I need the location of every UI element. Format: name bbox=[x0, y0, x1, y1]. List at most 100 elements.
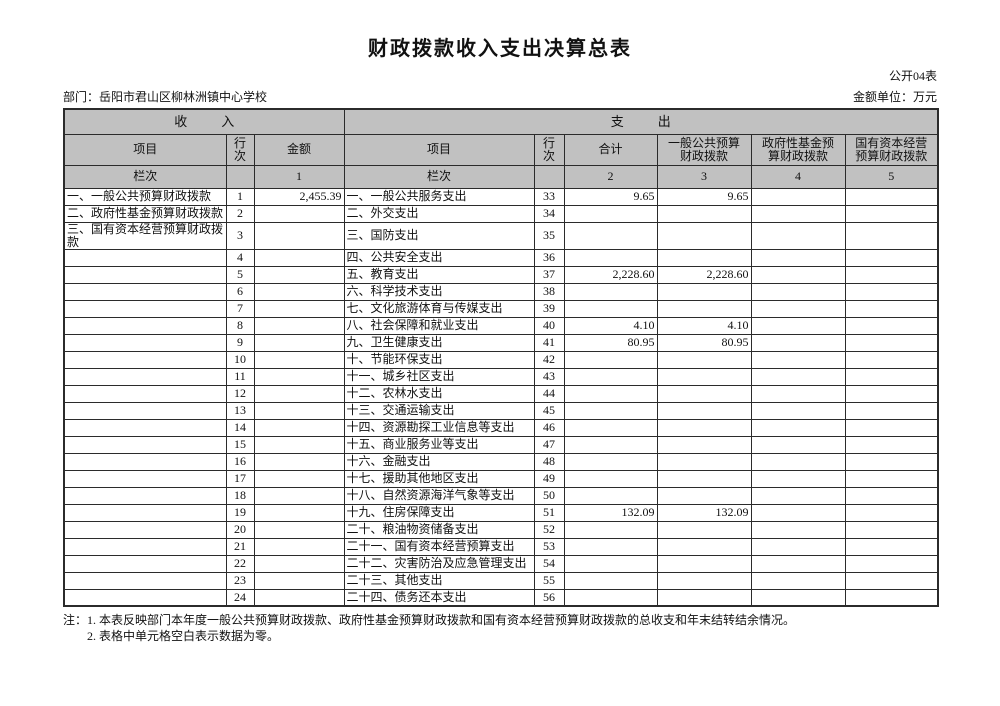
expense-gov-fund-cell bbox=[750, 282, 846, 301]
expense-general-budget-cell: 80.95 bbox=[656, 333, 752, 352]
expense-line-cell: 36 bbox=[533, 248, 565, 267]
income-item-cell bbox=[63, 299, 227, 318]
income-amount-cell bbox=[253, 221, 345, 250]
expense-gov-fund-cell bbox=[750, 299, 846, 318]
expense-state-capital-cell bbox=[844, 204, 939, 223]
expense-general-budget-cell bbox=[656, 537, 752, 556]
table-row: 9 九、卫生健康支出 41 80.95 80.95 bbox=[63, 333, 939, 352]
expense-total-cell bbox=[563, 537, 658, 556]
expense-state-capital-cell bbox=[844, 316, 939, 335]
table-row: 17 十七、援助其他地区支出 49 bbox=[63, 469, 939, 488]
income-item-cell bbox=[63, 469, 227, 488]
expense-general-budget-cell bbox=[656, 435, 752, 454]
expense-general-budget-cell bbox=[656, 248, 752, 267]
income-section-header: 收入 bbox=[63, 108, 345, 135]
income-line-cell: 7 bbox=[225, 299, 255, 318]
expense-gov-fund-cell bbox=[750, 384, 846, 403]
expense-state-capital-cell bbox=[844, 418, 939, 437]
expense-general-budget-cell: 2,228.60 bbox=[656, 265, 752, 284]
expense-item-cell: 七、文化旅游体育与传媒支出 bbox=[343, 299, 535, 318]
income-amount-cell bbox=[253, 299, 345, 318]
table-row: 4 四、公共安全支出 36 bbox=[63, 248, 939, 267]
expense-item-cell: 五、教育支出 bbox=[343, 265, 535, 284]
department-label: 部门：岳阳市君山区柳林洲镇中心学校 bbox=[63, 90, 268, 104]
expense-state-capital-cell bbox=[844, 554, 939, 573]
expense-general-budget-cell bbox=[656, 282, 752, 301]
expense-gov-fund-cell bbox=[750, 452, 846, 471]
income-item-cell bbox=[63, 418, 227, 437]
expense-item-cell: 十五、商业服务业等支出 bbox=[343, 435, 535, 454]
expense-general-budget-cell bbox=[656, 452, 752, 471]
expense-general-budget-cell bbox=[656, 520, 752, 539]
income-item-cell bbox=[63, 265, 227, 284]
expense-total-cell bbox=[563, 221, 658, 250]
income-amount-cell bbox=[253, 316, 345, 335]
expense-state-capital-cell bbox=[844, 367, 939, 386]
expense-total-cell bbox=[563, 248, 658, 267]
expense-general-budget-cell: 9.65 bbox=[656, 187, 752, 206]
income-line-cell: 8 bbox=[225, 316, 255, 335]
table-row: 13 十三、交通运输支出 45 bbox=[63, 401, 939, 420]
income-line-cell: 17 bbox=[225, 469, 255, 488]
column-index-2: 2 bbox=[563, 164, 658, 189]
expense-line-cell: 42 bbox=[533, 350, 565, 369]
expense-item-cell: 二十一、国有资本经营预算支出 bbox=[343, 537, 535, 556]
col-header-expense-item: 项目 bbox=[343, 133, 535, 166]
income-amount-cell bbox=[253, 248, 345, 267]
table-row: 11 十一、城乡社区支出 43 bbox=[63, 367, 939, 386]
expense-state-capital-cell bbox=[844, 435, 939, 454]
income-line-cell: 24 bbox=[225, 588, 255, 607]
income-line-cell: 5 bbox=[225, 265, 255, 284]
expense-general-budget-cell bbox=[656, 299, 752, 318]
expense-gov-fund-cell bbox=[750, 435, 846, 454]
expense-item-cell: 十六、金融支出 bbox=[343, 452, 535, 471]
expense-gov-fund-cell bbox=[750, 537, 846, 556]
table-row: 5 五、教育支出 37 2,228.60 2,228.60 bbox=[63, 265, 939, 284]
col-header-income-item: 项目 bbox=[63, 133, 227, 166]
fiscal-table: 收入 支出 项目 行次 金额 项目 行次 合计 一般公共预算财政拨款 政府性基金… bbox=[63, 108, 940, 607]
expense-state-capital-cell bbox=[844, 265, 939, 284]
expense-line-cell: 47 bbox=[533, 435, 565, 454]
income-item-cell bbox=[63, 384, 227, 403]
expense-gov-fund-cell bbox=[750, 187, 846, 206]
table-row: 21 二十一、国有资本经营预算支出 53 bbox=[63, 537, 939, 556]
expense-general-budget-cell bbox=[656, 486, 752, 505]
income-line-cell: 3 bbox=[225, 221, 255, 250]
table-row: 24 二十四、债务还本支出 56 bbox=[63, 588, 939, 607]
expense-item-cell: 九、卫生健康支出 bbox=[343, 333, 535, 352]
income-line-cell: 19 bbox=[225, 503, 255, 522]
note-1: 注：1. 本表反映部门本年度一般公共预算财政拨款、政府性基金预算财政拨款和国有资… bbox=[63, 613, 796, 627]
column-index-income-label: 栏次 bbox=[63, 164, 227, 189]
income-item-cell bbox=[63, 401, 227, 420]
income-item-cell: 一、一般公共预算财政拨款 bbox=[63, 187, 227, 206]
expense-item-cell: 十一、城乡社区支出 bbox=[343, 367, 535, 386]
expense-state-capital-cell bbox=[844, 401, 939, 420]
expense-total-cell: 4.10 bbox=[563, 316, 658, 335]
expense-state-capital-cell bbox=[844, 486, 939, 505]
column-index-expense-line bbox=[533, 164, 565, 189]
table-row: 一、一般公共预算财政拨款 1 2,455.39 一、一般公共服务支出 33 9.65 9.6… bbox=[63, 187, 939, 206]
expense-gov-fund-cell bbox=[750, 265, 846, 284]
expense-line-cell: 34 bbox=[533, 204, 565, 223]
col-header-expense-total: 合计 bbox=[563, 133, 658, 166]
expense-gov-fund-cell bbox=[750, 221, 846, 250]
expense-total-cell: 132.09 bbox=[563, 503, 658, 522]
expense-line-cell: 44 bbox=[533, 384, 565, 403]
income-amount-cell bbox=[253, 554, 345, 573]
expense-general-budget-cell bbox=[656, 367, 752, 386]
income-line-cell: 12 bbox=[225, 384, 255, 403]
expense-section-header: 支出 bbox=[343, 108, 939, 135]
expense-total-cell bbox=[563, 204, 658, 223]
expense-state-capital-cell bbox=[844, 537, 939, 556]
expense-gov-fund-cell bbox=[750, 418, 846, 437]
expense-total-cell bbox=[563, 571, 658, 590]
income-amount-cell bbox=[253, 537, 345, 556]
income-line-cell: 23 bbox=[225, 571, 255, 590]
expense-total-cell bbox=[563, 588, 658, 607]
expense-state-capital-cell bbox=[844, 282, 939, 301]
table-row: 6 六、科学技术支出 38 bbox=[63, 282, 939, 301]
expense-state-capital-cell bbox=[844, 520, 939, 539]
expense-gov-fund-cell bbox=[750, 503, 846, 522]
column-index-5: 5 bbox=[844, 164, 939, 189]
expense-line-cell: 52 bbox=[533, 520, 565, 539]
